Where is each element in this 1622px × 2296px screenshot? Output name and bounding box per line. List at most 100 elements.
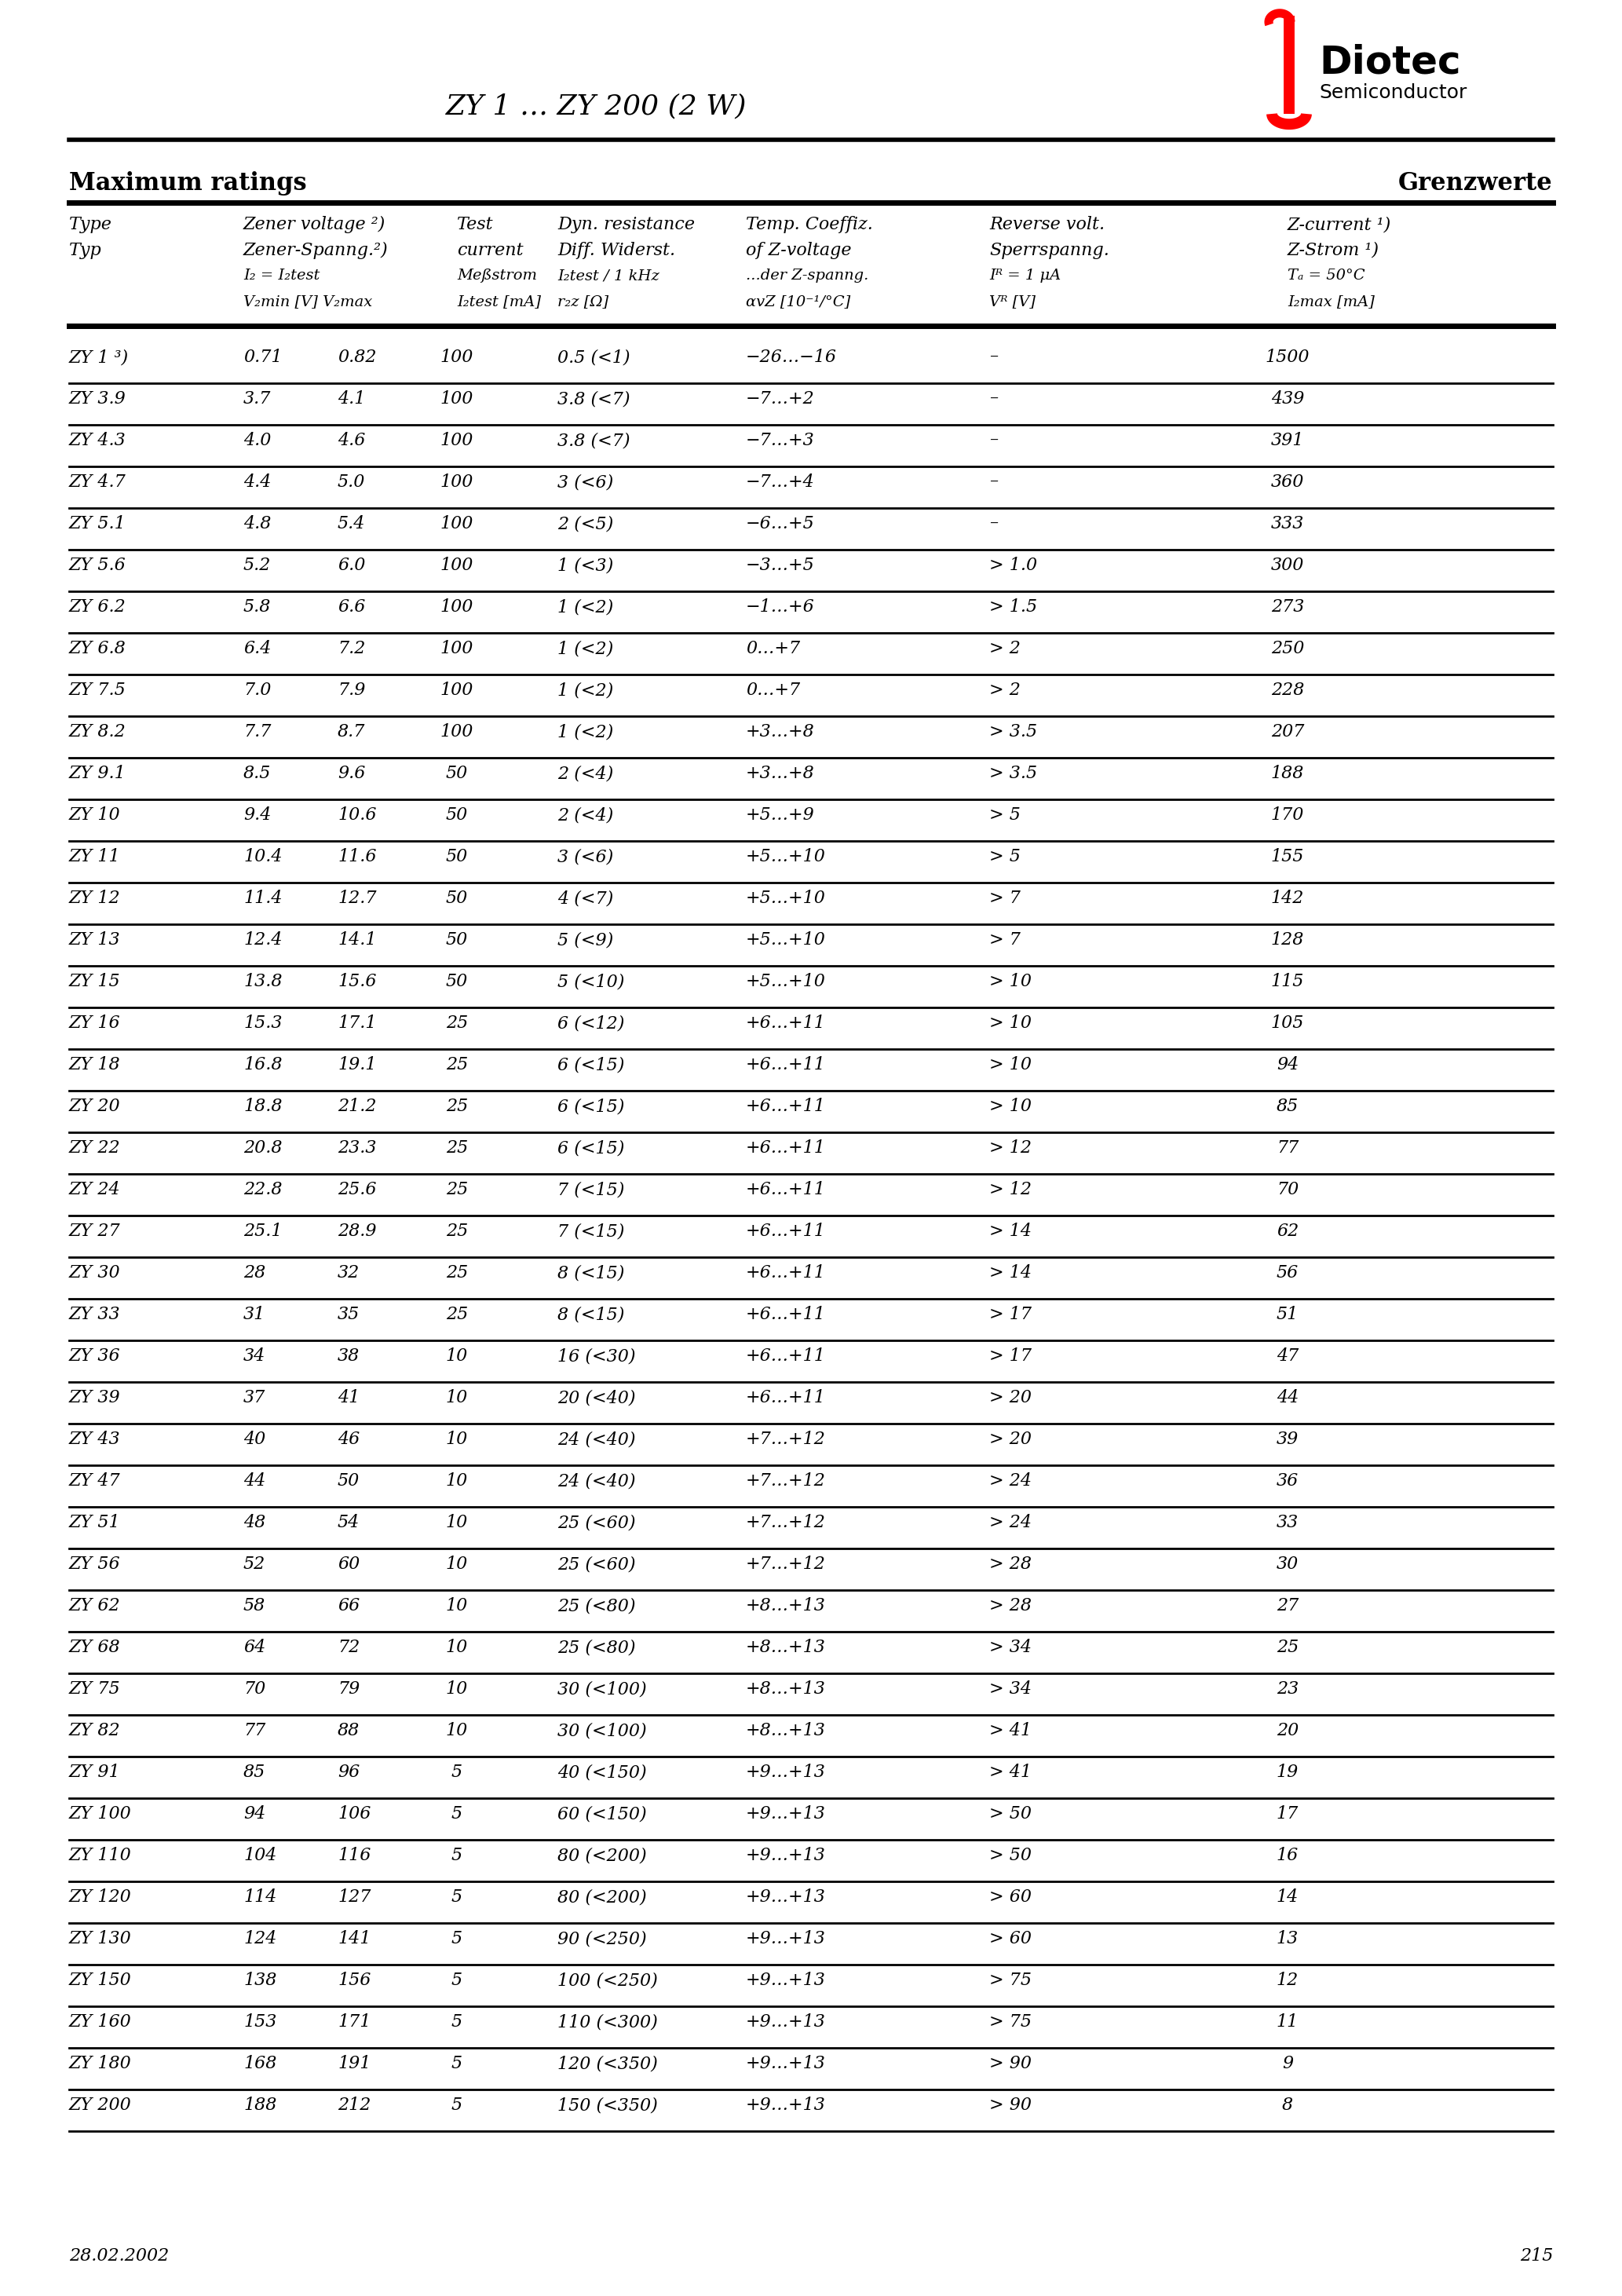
Text: ZY 1 … ZY 200 (2 W): ZY 1 … ZY 200 (2 W)	[446, 92, 748, 119]
Text: 3.8 (<7): 3.8 (<7)	[558, 390, 629, 409]
Text: ZY 5.1: ZY 5.1	[70, 514, 127, 533]
Text: 96: 96	[337, 1763, 360, 1782]
Text: +6…+11: +6…+11	[746, 1265, 826, 1281]
Text: 5: 5	[451, 1846, 462, 1864]
Text: 5.2: 5.2	[243, 558, 271, 574]
Text: 46: 46	[337, 1430, 360, 1449]
Text: 13: 13	[1277, 1931, 1299, 1947]
Text: 150 (<350): 150 (<350)	[558, 2096, 657, 2115]
Text: 12.7: 12.7	[337, 891, 376, 907]
Text: +5…+10: +5…+10	[746, 891, 826, 907]
Text: 110 (<300): 110 (<300)	[558, 2014, 657, 2030]
Text: Zener-Spanng.²): Zener-Spanng.²)	[243, 241, 388, 259]
Text: 127: 127	[337, 1890, 371, 1906]
Text: > 2: > 2	[989, 641, 1020, 657]
Text: > 12: > 12	[989, 1139, 1032, 1157]
Text: 72: 72	[337, 1639, 360, 1655]
Text: 11: 11	[1277, 2014, 1299, 2030]
Text: 30 (<100): 30 (<100)	[558, 1681, 647, 1697]
Text: 100 (<250): 100 (<250)	[558, 1972, 657, 1988]
Text: 12.4: 12.4	[243, 932, 282, 948]
Text: 20 (<40): 20 (<40)	[558, 1389, 636, 1407]
Text: 141: 141	[337, 1931, 371, 1947]
Text: +9…+13: +9…+13	[746, 1890, 826, 1906]
Text: +9…+13: +9…+13	[746, 1972, 826, 1988]
Text: 60: 60	[337, 1557, 360, 1573]
Text: > 34: > 34	[989, 1639, 1032, 1655]
Text: ZY 22: ZY 22	[70, 1139, 120, 1157]
Text: 250: 250	[1272, 641, 1304, 657]
Text: 33: 33	[1277, 1513, 1299, 1531]
Text: 9.4: 9.4	[243, 806, 271, 824]
Text: ZY 27: ZY 27	[70, 1224, 120, 1240]
Text: ZY 11: ZY 11	[70, 847, 120, 866]
Text: 30 (<100): 30 (<100)	[558, 1722, 647, 1740]
Text: 3 (<6): 3 (<6)	[558, 473, 613, 491]
Text: 2 (<5): 2 (<5)	[558, 514, 613, 533]
Text: 9: 9	[1281, 2055, 1293, 2073]
Text: –: –	[989, 473, 998, 491]
Text: 16.8: 16.8	[243, 1056, 282, 1075]
Text: ZY 130: ZY 130	[70, 1931, 131, 1947]
Text: 100: 100	[440, 682, 474, 698]
Text: I₂test / 1 kHz: I₂test / 1 kHz	[558, 269, 659, 282]
Text: +7…+12: +7…+12	[746, 1557, 826, 1573]
Text: 19.1: 19.1	[337, 1056, 376, 1075]
Text: 50: 50	[446, 891, 469, 907]
Text: +8…+13: +8…+13	[746, 1681, 826, 1697]
Text: > 24: > 24	[989, 1472, 1032, 1490]
Text: +5…+10: +5…+10	[746, 847, 826, 866]
Text: +8…+13: +8…+13	[746, 1598, 826, 1614]
Text: 14: 14	[1277, 1890, 1299, 1906]
Text: 188: 188	[243, 2096, 277, 2115]
Text: ZY 8.2: ZY 8.2	[70, 723, 127, 742]
Text: 2 (<4): 2 (<4)	[558, 806, 613, 824]
Text: ZY 68: ZY 68	[70, 1639, 120, 1655]
Text: 50: 50	[446, 974, 469, 990]
Text: 20.8: 20.8	[243, 1139, 282, 1157]
Text: > 90: > 90	[989, 2055, 1032, 2073]
Text: 100: 100	[440, 514, 474, 533]
Text: +5…+9: +5…+9	[746, 806, 814, 824]
Text: –: –	[989, 390, 998, 409]
Text: 28.02.2002: 28.02.2002	[70, 2248, 169, 2264]
Text: > 3.5: > 3.5	[989, 723, 1036, 742]
Text: > 12: > 12	[989, 1180, 1032, 1199]
Text: > 28: > 28	[989, 1598, 1032, 1614]
Text: 34: 34	[243, 1348, 266, 1364]
Text: 8.7: 8.7	[337, 723, 365, 742]
Text: 100: 100	[440, 473, 474, 491]
Text: ZY 51: ZY 51	[70, 1513, 120, 1531]
Text: 6.0: 6.0	[337, 558, 365, 574]
Text: 25 (<80): 25 (<80)	[558, 1639, 636, 1655]
Text: ...der Z-spanng.: ...der Z-spanng.	[746, 269, 869, 282]
Text: 25 (<60): 25 (<60)	[558, 1513, 636, 1531]
Text: 5.4: 5.4	[337, 514, 365, 533]
Text: 115: 115	[1272, 974, 1304, 990]
Text: ZY 75: ZY 75	[70, 1681, 120, 1697]
Text: I₂ = I₂test: I₂ = I₂test	[243, 269, 320, 282]
Text: 40: 40	[243, 1430, 266, 1449]
Text: 56: 56	[1277, 1265, 1299, 1281]
Text: 88: 88	[337, 1722, 360, 1740]
Text: ZY 12: ZY 12	[70, 891, 120, 907]
Text: 360: 360	[1272, 473, 1304, 491]
Text: 3.8 (<7): 3.8 (<7)	[558, 432, 629, 450]
Text: 273: 273	[1272, 599, 1304, 615]
Text: 10: 10	[446, 1430, 469, 1449]
Text: 1 (<3): 1 (<3)	[558, 558, 613, 574]
Text: ZY 9.1: ZY 9.1	[70, 765, 127, 783]
Text: ZY 3.9: ZY 3.9	[70, 390, 127, 409]
Text: 10.4: 10.4	[243, 847, 282, 866]
Text: 6 (<15): 6 (<15)	[558, 1139, 624, 1157]
Text: 51: 51	[1277, 1306, 1299, 1322]
Text: > 28: > 28	[989, 1557, 1032, 1573]
Text: > 24: > 24	[989, 1513, 1032, 1531]
Text: 13.8: 13.8	[243, 974, 282, 990]
Text: 10: 10	[446, 1681, 469, 1697]
Text: 70: 70	[1277, 1180, 1299, 1199]
Text: > 7: > 7	[989, 932, 1020, 948]
Text: 138: 138	[243, 1972, 277, 1988]
Text: 94: 94	[1277, 1056, 1299, 1075]
Text: 25 (<60): 25 (<60)	[558, 1557, 636, 1573]
